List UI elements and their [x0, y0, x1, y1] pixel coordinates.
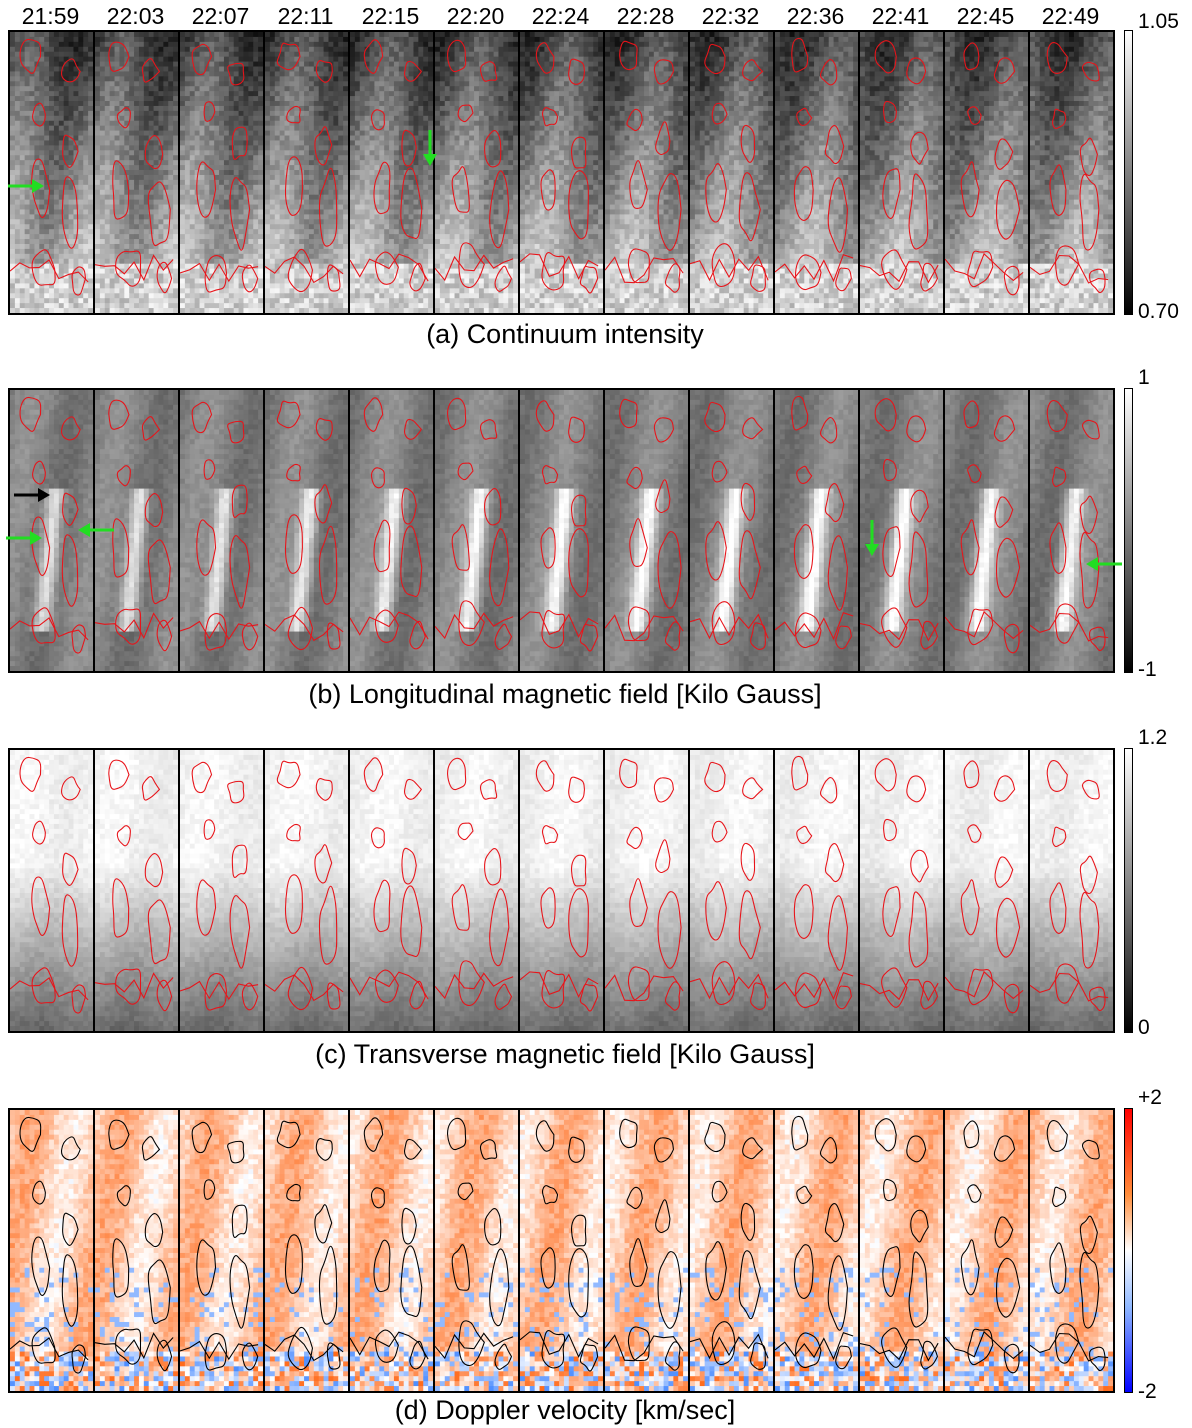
- image-frame: [433, 1108, 520, 1393]
- image-frame: [8, 1108, 95, 1393]
- timestamp-row: 21:59 22:03 22:07 22:11 22:15 22:20 22:2…: [8, 2, 1118, 30]
- timestamp-label: 22:32: [688, 2, 773, 30]
- timestamp-label: 22:20: [433, 2, 518, 30]
- image-frame: [348, 388, 435, 673]
- image-frame: [773, 30, 860, 315]
- colorbar-max-label: 1: [1138, 366, 1150, 390]
- image-frame: [433, 748, 520, 1033]
- colorbar-min-label: 0: [1138, 1016, 1150, 1040]
- panel-caption: (a) Continuum intensity: [0, 318, 1130, 350]
- image-frame: [603, 30, 690, 315]
- image-frame: [943, 1108, 1030, 1393]
- image-frame: [1028, 30, 1115, 315]
- timestamp-label: 22:24: [518, 2, 603, 30]
- image-frame: [178, 30, 265, 315]
- image-frame: [433, 30, 520, 315]
- image-frame: [773, 388, 860, 673]
- image-frame: [348, 30, 435, 315]
- timestamp-label: 22:36: [773, 2, 858, 30]
- image-frame: [93, 748, 180, 1033]
- continuum-colorbar: [1124, 30, 1133, 315]
- image-frame: [348, 748, 435, 1033]
- colorbar-max-label: 1.05: [1138, 10, 1179, 34]
- colorbar-min-label: 0.70: [1138, 300, 1179, 324]
- image-frame: [348, 1108, 435, 1393]
- timestamp-label: 21:59: [8, 2, 93, 30]
- timestamp-label: 22:28: [603, 2, 688, 30]
- image-frame: [263, 1108, 350, 1393]
- image-frame: [603, 388, 690, 673]
- image-frame: [178, 1108, 265, 1393]
- image-frame: [263, 748, 350, 1033]
- continuum-intensity-panel: [8, 30, 1118, 315]
- timestamp-label: 22:03: [93, 2, 178, 30]
- image-frame: [688, 1108, 775, 1393]
- image-frame: [433, 388, 520, 673]
- image-frame: [773, 748, 860, 1033]
- doppler-velocity-panel: [8, 1108, 1118, 1393]
- image-frame: [518, 748, 605, 1033]
- longitudinal-field-panel: [8, 388, 1118, 673]
- timestamp-label: 22:11: [263, 2, 348, 30]
- image-frame: [178, 748, 265, 1033]
- image-frame: [603, 748, 690, 1033]
- timestamp-label: 22:07: [178, 2, 263, 30]
- colorbar-max-label: 1.2: [1138, 726, 1167, 750]
- colorbar-min-label: -2: [1138, 1380, 1157, 1404]
- image-frame: [943, 388, 1030, 673]
- image-frame: [518, 30, 605, 315]
- image-frame: [93, 30, 180, 315]
- image-frame: [518, 388, 605, 673]
- image-frame: [773, 1108, 860, 1393]
- image-frame: [943, 30, 1030, 315]
- timestamp-label: 22:41: [858, 2, 943, 30]
- image-frame: [8, 748, 95, 1033]
- transverse-colorbar: [1124, 748, 1133, 1033]
- panel-caption: (c) Transverse magnetic field [Kilo Gaus…: [0, 1038, 1130, 1070]
- image-frame: [858, 388, 945, 673]
- colorbar-min-label: -1: [1138, 658, 1157, 682]
- timestamp-label: 22:15: [348, 2, 433, 30]
- image-frame: [263, 388, 350, 673]
- panel-caption: (d) Doppler velocity [km/sec]: [0, 1394, 1130, 1426]
- image-frame: [93, 388, 180, 673]
- doppler-colorbar: [1124, 1108, 1133, 1393]
- image-frame: [858, 30, 945, 315]
- longitudinal-colorbar: [1124, 388, 1133, 673]
- timestamp-label: 22:49: [1028, 2, 1113, 30]
- image-frame: [1028, 1108, 1115, 1393]
- image-frame: [688, 748, 775, 1033]
- timestamp-label: 22:45: [943, 2, 1028, 30]
- image-frame: [93, 1108, 180, 1393]
- image-frame: [8, 30, 95, 315]
- image-frame: [8, 388, 95, 673]
- image-frame: [263, 30, 350, 315]
- image-frame: [1028, 388, 1115, 673]
- image-frame: [518, 1108, 605, 1393]
- image-frame: [688, 388, 775, 673]
- image-frame: [688, 30, 775, 315]
- image-frame: [858, 1108, 945, 1393]
- image-frame: [603, 1108, 690, 1393]
- image-frame: [1028, 748, 1115, 1033]
- colorbar-max-label: +2: [1138, 1086, 1162, 1110]
- image-frame: [858, 748, 945, 1033]
- panel-caption: (b) Longitudinal magnetic field [Kilo Ga…: [0, 678, 1130, 710]
- image-frame: [178, 388, 265, 673]
- image-frame: [943, 748, 1030, 1033]
- transverse-field-panel: [8, 748, 1118, 1033]
